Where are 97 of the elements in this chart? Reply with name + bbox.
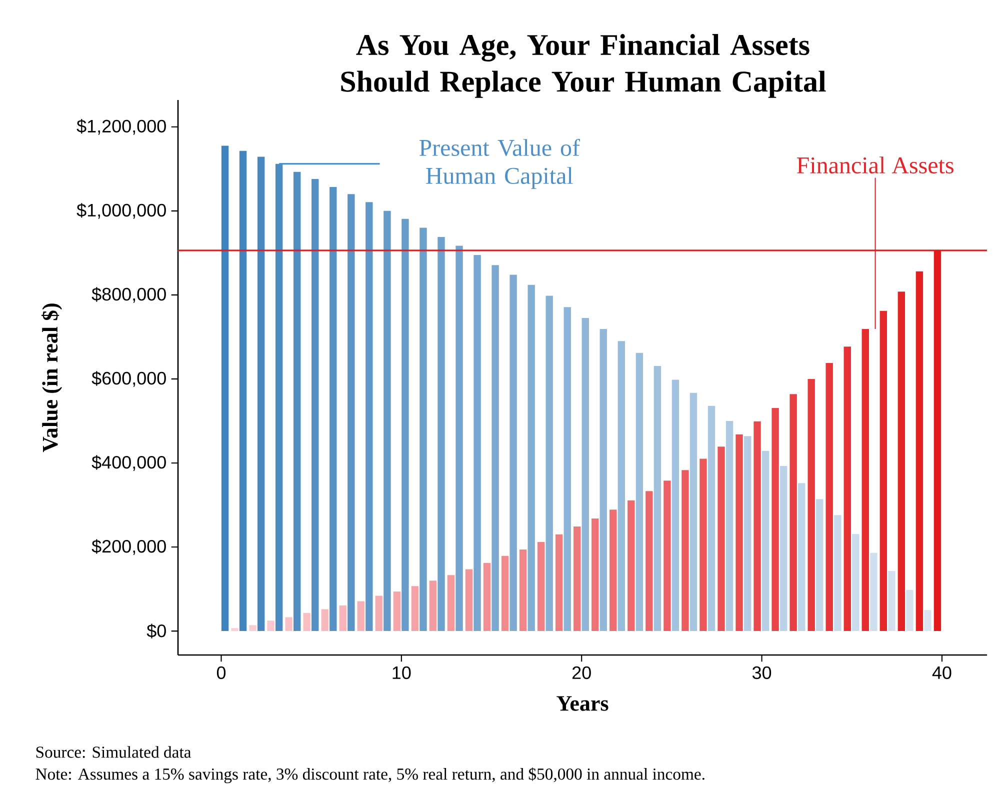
bar — [700, 458, 707, 632]
x-tick-label: 30 — [752, 666, 772, 680]
bar — [393, 592, 401, 632]
bar — [375, 596, 383, 632]
bar — [600, 328, 608, 632]
bar — [293, 172, 301, 632]
bar — [628, 500, 635, 632]
bar — [880, 310, 888, 632]
bar — [384, 210, 391, 632]
bar — [330, 186, 337, 632]
bar — [690, 392, 698, 632]
bar — [348, 194, 355, 632]
y-tick-label: $1,000,000 — [76, 203, 166, 219]
bar — [456, 246, 463, 632]
y-tick-label: $200,000 — [92, 539, 166, 555]
bar — [257, 156, 265, 632]
bar — [754, 421, 761, 632]
bar — [916, 271, 924, 632]
bar — [618, 341, 626, 632]
bar — [772, 408, 779, 632]
bar — [672, 380, 680, 632]
bar — [654, 366, 662, 632]
bar — [231, 628, 238, 632]
bar — [573, 526, 581, 632]
y-axis-title: Value (in real $) — [41, 304, 62, 452]
text: Financial Assets — [796, 156, 954, 174]
x-tick-label: 10 — [392, 666, 411, 680]
bar — [528, 284, 535, 632]
bar — [221, 146, 229, 632]
bar — [726, 420, 734, 632]
y-tick-label: $800,000 — [92, 287, 166, 303]
bar — [438, 236, 445, 632]
chart-title: As You Age, Your Financial Assets Should Replace Your Human Capital — [341, 34, 826, 98]
bar — [339, 605, 346, 632]
bar — [682, 470, 689, 632]
bar — [249, 625, 256, 632]
bar — [736, 434, 743, 632]
bar — [447, 575, 455, 632]
bar — [429, 580, 437, 632]
bar — [519, 550, 527, 632]
bar — [537, 542, 545, 632]
bar — [844, 346, 851, 632]
bar — [664, 480, 671, 632]
bar — [411, 586, 419, 632]
bar — [402, 218, 409, 632]
y-tick-label: $600,000 — [92, 371, 166, 387]
bar — [924, 610, 932, 632]
bar — [420, 228, 427, 632]
x-tick-label: 20 — [572, 666, 591, 680]
bar — [592, 518, 599, 632]
bar — [834, 515, 842, 632]
bar — [492, 265, 499, 632]
bar — [555, 534, 563, 632]
y-tick-label: $400,000 — [92, 455, 166, 471]
bar — [474, 255, 481, 632]
bar — [510, 274, 517, 632]
bar — [582, 318, 589, 632]
bar — [790, 394, 797, 632]
bar — [303, 612, 310, 632]
bar — [808, 378, 815, 632]
bar — [906, 590, 914, 632]
bar — [285, 617, 292, 632]
x-tick-label: 0 — [216, 666, 226, 680]
bar — [826, 363, 833, 632]
bar — [357, 601, 364, 632]
bar — [636, 352, 644, 632]
bar — [852, 534, 860, 632]
bar — [465, 569, 473, 632]
bar — [780, 466, 788, 632]
bar — [718, 446, 725, 632]
bar — [546, 296, 553, 632]
bar — [267, 620, 274, 632]
bar — [708, 406, 716, 632]
bar — [816, 499, 824, 632]
bar — [798, 483, 806, 632]
bar — [646, 491, 653, 632]
bar — [862, 328, 869, 632]
bar — [888, 570, 896, 632]
x-tick-label: 40 — [932, 666, 952, 680]
bar — [744, 436, 752, 632]
y-tick-label: $0 — [146, 624, 166, 638]
bar — [870, 552, 878, 632]
bar — [366, 202, 373, 632]
bar — [564, 307, 571, 632]
source-note: Source: Simulated data — [36, 746, 192, 758]
bar — [762, 450, 770, 632]
bar — [501, 556, 509, 632]
text: Note: Assumes a 15% savings rate, 3% discount rate, 5% real return, and $50,000 in annual income. — [36, 768, 704, 784]
bar — [321, 609, 328, 632]
legend-label: Present Value of Human Capital — [419, 138, 580, 189]
bar — [312, 178, 319, 632]
bar — [610, 510, 617, 632]
y-tick-label: $1,200,000 — [76, 119, 166, 135]
x-axis-title: Years — [556, 696, 608, 711]
bar — [898, 292, 906, 632]
bar — [239, 150, 247, 632]
bar — [483, 562, 491, 632]
